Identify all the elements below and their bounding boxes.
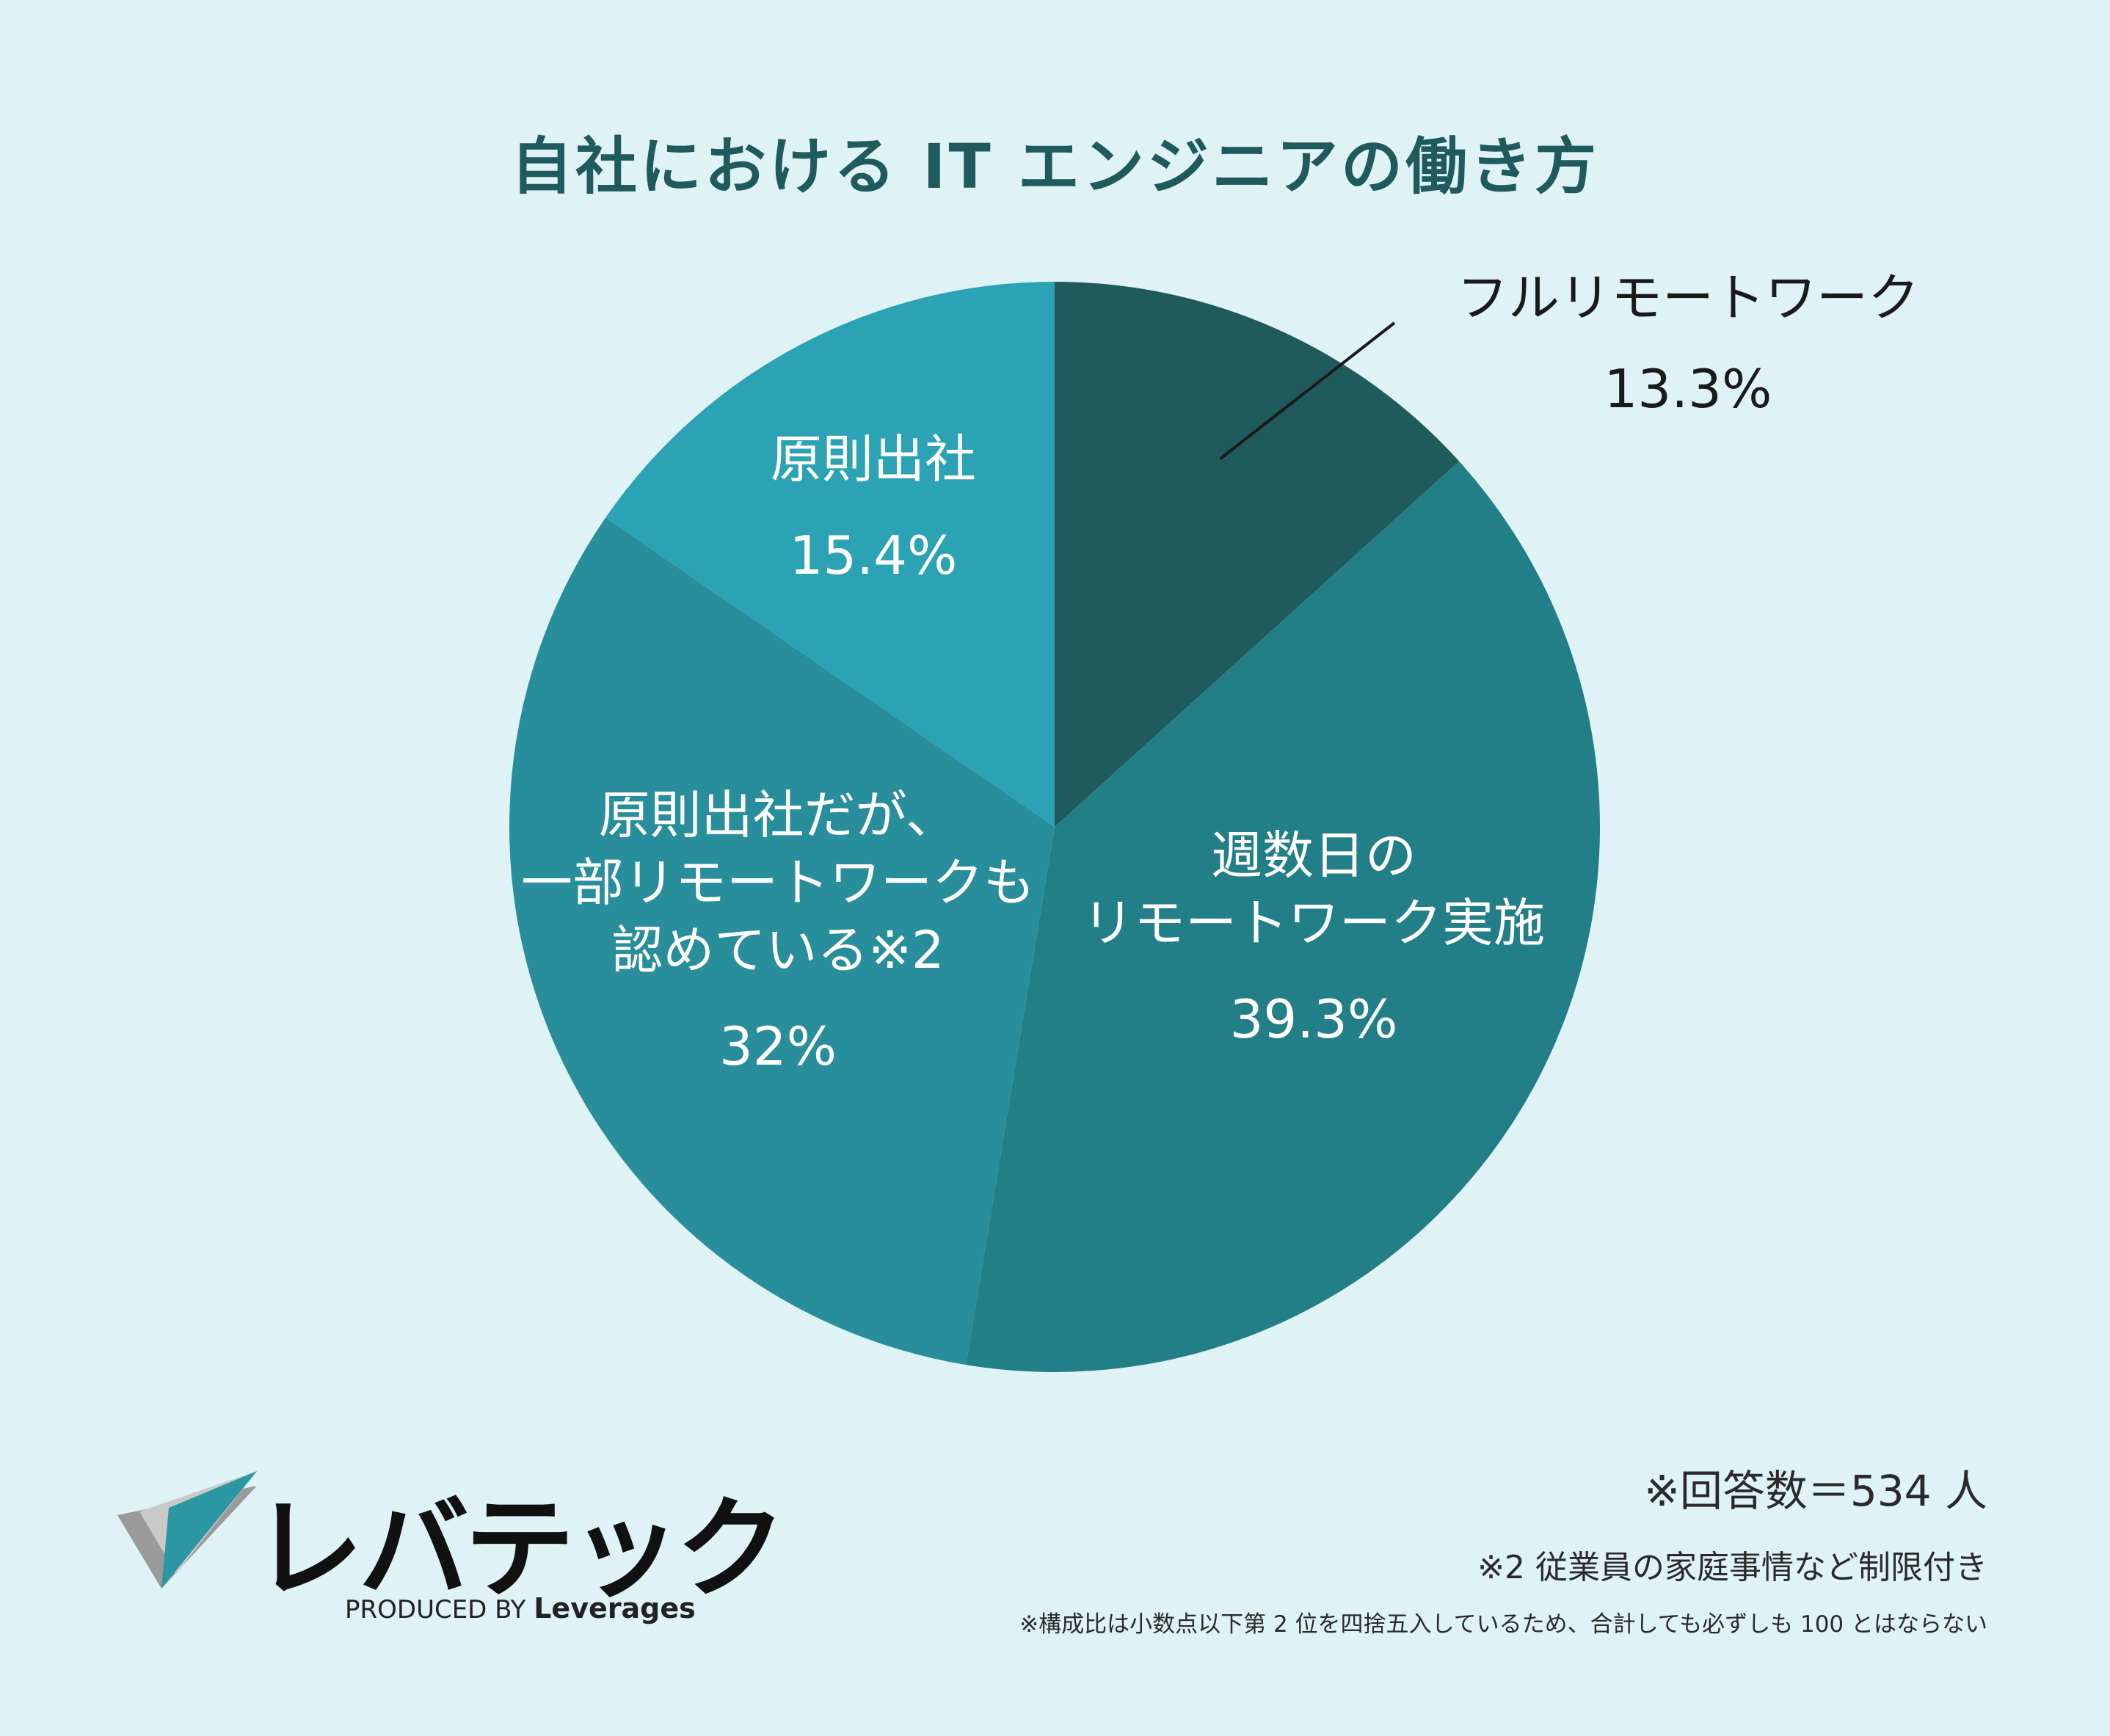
logo-tagline: PRODUCED BY Leverages: [345, 1592, 696, 1624]
pie-slice-3: [605, 281, 1055, 827]
tagline-brand: Leverages: [534, 1592, 696, 1624]
slice-name-1-line-0: 週数日の: [1211, 825, 1416, 886]
pie-slice-1: [966, 461, 1600, 1372]
logo-wordmark: レバテック: [253, 1486, 786, 1613]
chart-title: 自社における IT エンジニアの働き方: [510, 131, 1600, 203]
pie-slice-0: [1055, 282, 1460, 827]
pie-slice-2: [509, 517, 1055, 1365]
slice-name-2-line-1: 一部リモートワークも: [521, 853, 1035, 913]
slice-name-2-line-0: 原則出社だが、: [599, 785, 958, 845]
slice-value-2: 32%: [719, 1015, 837, 1077]
slice-name-2-line-2: 認めている※2: [611, 920, 944, 980]
slice-name-0-line-0: フルリモートワーク: [1457, 268, 1919, 328]
logo-mark-icon: [117, 1471, 257, 1589]
slice-label-3: 原則出社 15.4%: [771, 429, 976, 586]
respondent-count-note: ※回答数＝534 人: [1644, 1466, 1987, 1516]
levtech-logo: レバテック PRODUCED BY Leverages: [117, 1467, 786, 1636]
leader-line-0: [1219, 321, 1396, 460]
rounding-note: ※構成比は小数点以下第 2 位を四捨五入しているため、合計しても必ずしも 100…: [1019, 1611, 1987, 1638]
slice-label-0: フルリモートワーク 13.3%: [1457, 268, 1919, 420]
slice-value-0: 13.3%: [1604, 358, 1772, 420]
slice-value-1: 39.3%: [1230, 988, 1398, 1050]
tagline-prefix: PRODUCED BY: [345, 1595, 526, 1624]
slice-value-3: 15.4%: [790, 525, 958, 586]
footnote-2: ※2 従業員の家庭事情など制限付き: [1477, 1549, 1987, 1586]
slice-name-1-line-1: リモートワーク実施: [1083, 893, 1545, 953]
slice-name-3-line-0: 原則出社: [771, 429, 976, 489]
